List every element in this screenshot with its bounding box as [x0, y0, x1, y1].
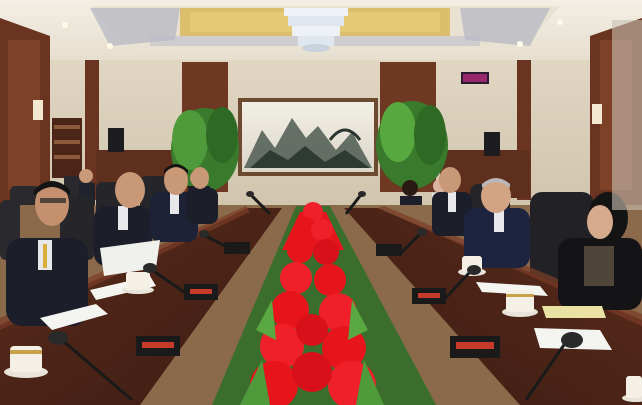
microphone-icon	[61, 194, 568, 402]
chandelier-icon	[284, 8, 348, 52]
left-conference-table	[0, 208, 282, 405]
teacup-icon	[502, 290, 538, 317]
attendee	[558, 192, 642, 310]
attendee	[6, 181, 88, 326]
attendee	[186, 167, 218, 224]
window-curtain	[612, 20, 642, 210]
speaker-icon	[108, 128, 124, 152]
plant-icon	[376, 101, 448, 189]
flower-centerpiece	[212, 202, 436, 405]
clock-display-icon	[461, 72, 489, 84]
attendee	[432, 167, 472, 236]
microphone-icon	[48, 191, 583, 348]
back-wall	[0, 18, 642, 220]
right-conference-table	[344, 208, 642, 405]
landscape-painting	[238, 98, 378, 176]
speaker-icon	[484, 132, 500, 156]
left-attendees	[6, 164, 218, 326]
teacup-icon	[122, 272, 154, 294]
teacup-icon	[622, 376, 642, 402]
teacup-icon	[4, 346, 48, 378]
right-attendees	[432, 167, 642, 310]
attendee	[464, 178, 530, 268]
nameplate-icon	[136, 242, 500, 358]
